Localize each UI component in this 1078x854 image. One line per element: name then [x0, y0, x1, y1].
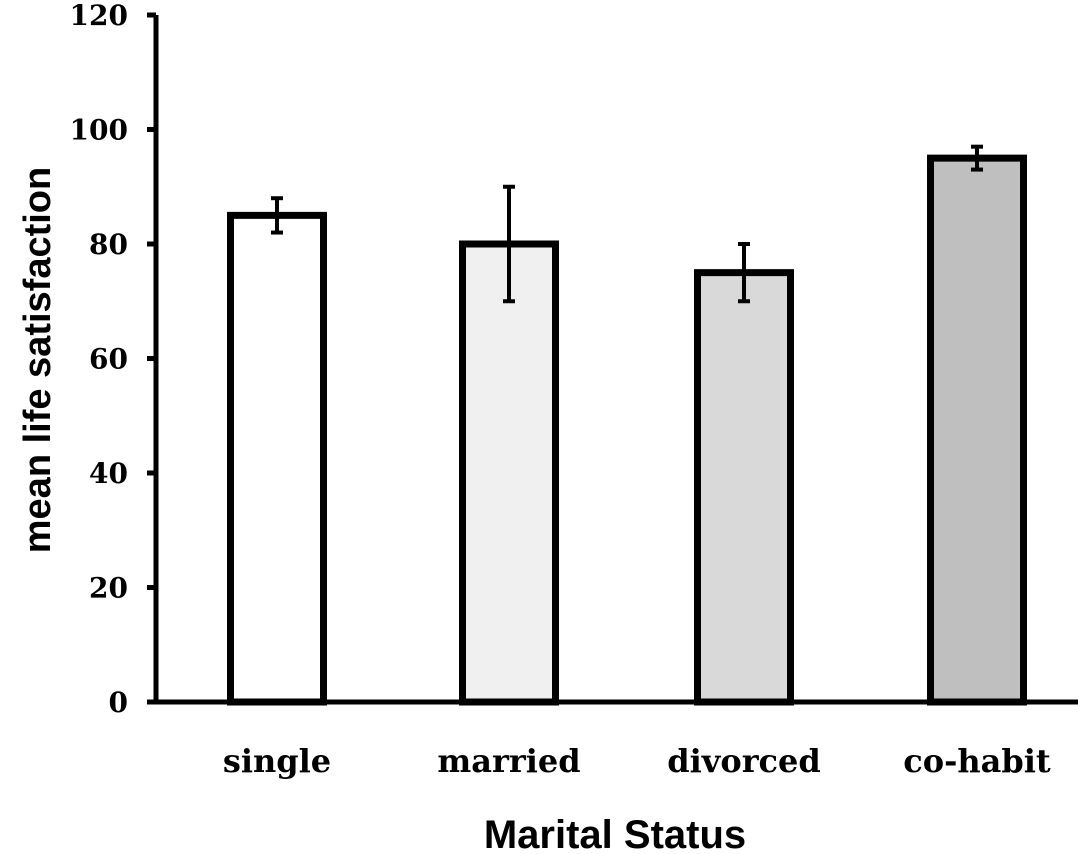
error-bar-married [503, 184, 515, 304]
x-axis-title: Marital Status [484, 813, 746, 854]
x-tick-label-co-habit: co-habit [903, 742, 1051, 780]
x-tick-label-single: single [223, 742, 331, 780]
y-tick-label: 60 [89, 343, 128, 376]
x-tick-label-divorced: divorced [667, 742, 821, 780]
y-tick-label: 100 [70, 114, 128, 147]
bar-divorced [694, 269, 794, 706]
y-tick-label: 120 [70, 0, 128, 32]
y-tick-label: 0 [109, 686, 128, 719]
x-axis-tick-labels: single married divorced co-habit [223, 742, 1051, 780]
y-axis-ticks: 0 20 40 60 80 100 120 [70, 0, 156, 719]
bar-co-habit [927, 154, 1027, 706]
error-bar-single [271, 196, 283, 235]
error-bar-co-habit [971, 144, 983, 172]
y-tick-label: 20 [89, 572, 128, 605]
error-bars [271, 144, 983, 304]
error-bar-divorced [738, 242, 750, 304]
bar-single [227, 211, 327, 706]
bars [227, 154, 1027, 706]
x-tick-label-married: married [437, 742, 580, 780]
y-tick-label: 40 [89, 457, 128, 490]
y-tick-label: 80 [89, 228, 128, 261]
bar-married [459, 240, 559, 706]
y-axis-title: mean life satisfaction [17, 167, 59, 553]
